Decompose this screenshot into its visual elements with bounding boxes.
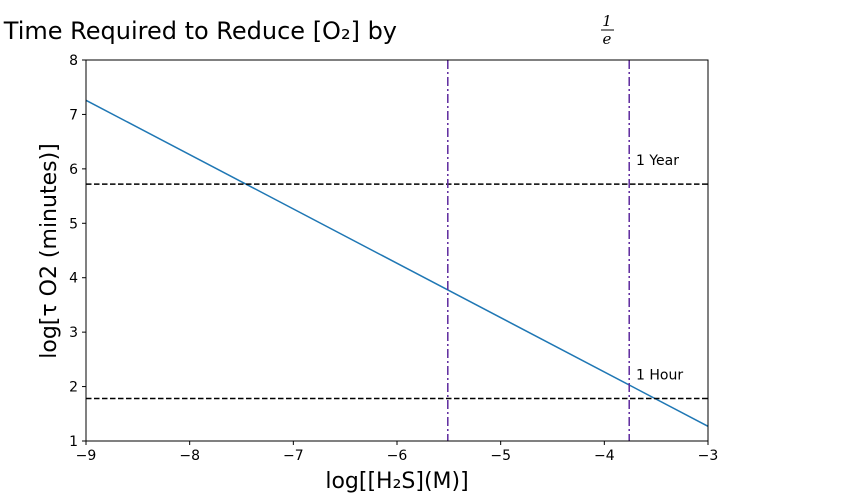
x-tick-label-1: −8 xyxy=(179,448,200,464)
title-fraction-numerator: 1 xyxy=(602,12,612,30)
x-tick-label-4: −5 xyxy=(490,448,511,464)
y-tick-label-4: 5 xyxy=(69,216,78,232)
x-tick-label-6: −3 xyxy=(698,448,719,464)
title-fraction: 1 e xyxy=(601,12,614,48)
title-fraction-denominator: e xyxy=(603,30,612,48)
y-tick-label-6: 7 xyxy=(69,107,78,123)
y-tick-label-2: 3 xyxy=(69,325,78,341)
chart-title: Time Required to Reduce [O₂] by xyxy=(3,17,397,45)
x-axis-ticks: −9 −8 −7 −6 −5 −4 −3 xyxy=(76,441,719,464)
x-axis-label: log[[H₂S](M)] xyxy=(325,469,468,494)
x-tick-label-0: −9 xyxy=(76,448,97,464)
y-tick-label-1: 2 xyxy=(69,380,78,396)
axes-frame xyxy=(85,59,709,442)
x-tick-label-2: −7 xyxy=(283,448,304,464)
y-axis-label: log[τ O2 (minutes)] xyxy=(37,143,62,358)
hline-label-1: 1 Hour xyxy=(636,368,683,384)
plot-area: 1 Year 1 Hour xyxy=(85,59,709,442)
series-line-0 xyxy=(85,99,709,427)
x-tick-label-5: −4 xyxy=(594,448,615,464)
hline-label-0: 1 Year xyxy=(636,153,679,169)
y-tick-label-0: 1 xyxy=(69,434,78,450)
y-tick-label-3: 4 xyxy=(69,271,78,287)
y-tick-label-5: 6 xyxy=(69,162,78,178)
y-tick-label-7: 8 xyxy=(69,53,78,69)
y-axis-ticks: 1 2 3 4 5 6 7 8 xyxy=(69,53,86,450)
x-tick-label-3: −6 xyxy=(387,448,408,464)
